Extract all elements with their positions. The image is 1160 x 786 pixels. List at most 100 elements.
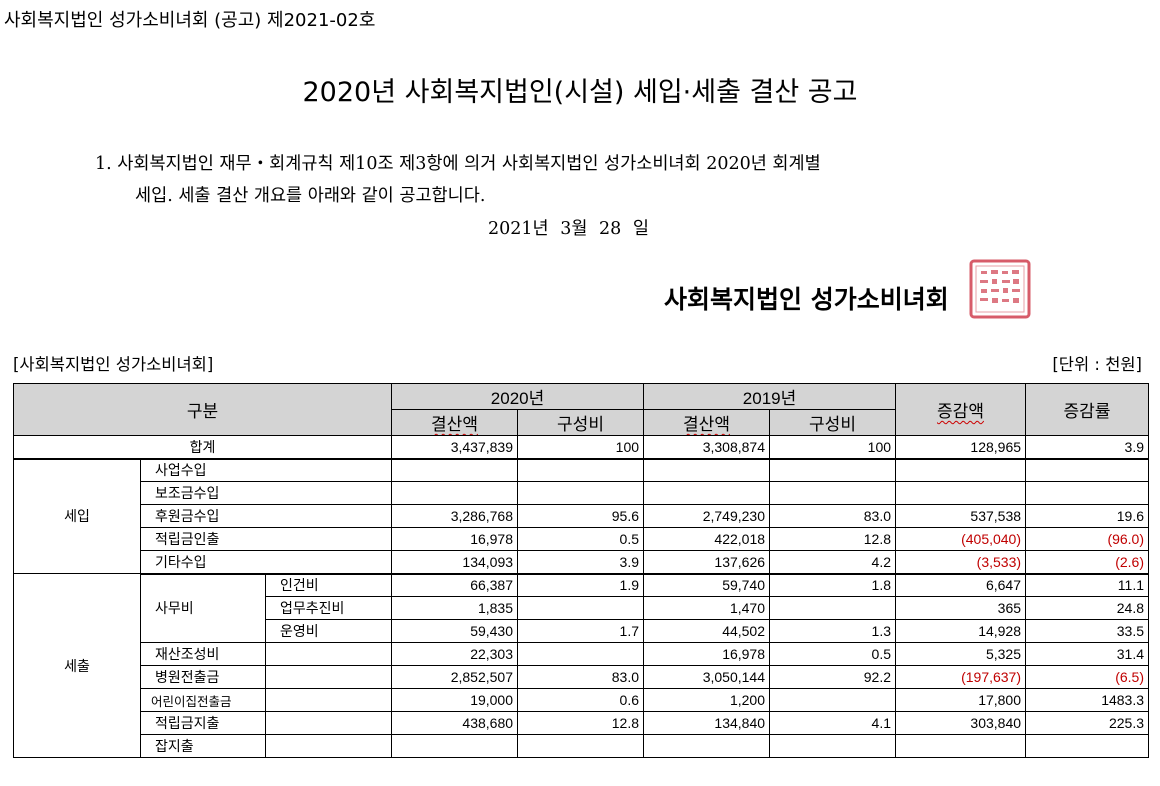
row-label: 보조금수입 bbox=[139, 481, 393, 505]
cell: 3,286,768 bbox=[391, 504, 519, 528]
cell: 422,018 bbox=[643, 527, 771, 551]
cell: 1.7 bbox=[517, 619, 645, 643]
group-revenue: 세입 bbox=[13, 458, 141, 574]
header-change-amount: 증감액 bbox=[895, 383, 1027, 436]
cell bbox=[769, 688, 897, 712]
row-label: 기타수입 bbox=[139, 550, 393, 575]
cell: 2,852,507 bbox=[391, 665, 519, 689]
cell: 0.5 bbox=[769, 642, 897, 666]
cell bbox=[769, 458, 897, 482]
cell bbox=[895, 458, 1027, 482]
cell bbox=[769, 596, 897, 620]
row-label: 적립금인출 bbox=[139, 527, 393, 551]
total-label: 합계 bbox=[12, 435, 393, 460]
notice-date: 2021년 3월 28 일 bbox=[488, 219, 649, 239]
table-row: 병원전출금 2,852,507 83.0 3,050,144 92.2 (197… bbox=[14, 665, 1150, 689]
table-row: 기타수입 134,093 3.9 137,626 4.2 (3,533) (2.… bbox=[14, 550, 1150, 575]
notice-number: 사회복지법인 성가소비녀회 (공고) 제2021-02호 bbox=[4, 10, 376, 31]
cell bbox=[1025, 458, 1150, 482]
cell: 17,800 bbox=[895, 688, 1027, 712]
cell: 3.9 bbox=[1025, 435, 1150, 460]
cell: 3,308,874 bbox=[643, 435, 771, 460]
table-row: 세입 사업수입 bbox=[13, 458, 1150, 574]
row-label: 후원금수입 bbox=[139, 504, 393, 528]
cell-negative: (3,533) bbox=[895, 550, 1027, 575]
cell: 33.5 bbox=[1025, 619, 1150, 643]
cell: 1,470 bbox=[643, 596, 771, 620]
settlement-table: 구분 2020년 2019년 증감액 증감률 결산액 구성비 결산액 구성비 합… bbox=[12, 383, 1150, 758]
cell: 59,740 bbox=[643, 573, 771, 597]
cell: 0.5 bbox=[517, 527, 645, 551]
cell: 1,200 bbox=[643, 688, 771, 712]
table-row: 보조금수입 bbox=[14, 481, 1150, 505]
row-label: 재산조성비 bbox=[140, 642, 266, 666]
cell: 1483.3 bbox=[1025, 688, 1150, 712]
cell: 365 bbox=[895, 596, 1027, 620]
cell bbox=[391, 481, 519, 505]
cell bbox=[517, 481, 645, 505]
empty-cell bbox=[264, 688, 393, 712]
organization-label: [사회복지법인 성가소비녀회] bbox=[13, 355, 214, 374]
cell bbox=[643, 458, 771, 482]
row-label: 업무추진비 bbox=[264, 596, 393, 620]
cell bbox=[391, 734, 519, 758]
row-label: 인건비 bbox=[264, 573, 393, 597]
row-label: 적립금지출 bbox=[140, 711, 266, 735]
cell: 14,928 bbox=[895, 619, 1027, 643]
table-row: 재산조성비 22,303 16,978 0.5 5,325 31.4 bbox=[14, 642, 1150, 666]
header-category: 구분 bbox=[12, 383, 393, 436]
row-label: 운영비 bbox=[264, 619, 393, 643]
cell bbox=[517, 458, 645, 482]
cell-negative: (6.5) bbox=[1025, 665, 1150, 689]
notice-paragraph-line2: 세입. 세출 결산 개요를 아래와 같이 공고합니다. bbox=[135, 186, 486, 206]
cell: 31.4 bbox=[1025, 642, 1150, 666]
cell: 225.3 bbox=[1025, 711, 1150, 735]
cell: 3,437,839 bbox=[391, 435, 519, 460]
header-row-1: 구분 2020년 2019년 증감액 증감률 bbox=[12, 383, 1150, 436]
cell: 1,835 bbox=[391, 596, 519, 620]
cell bbox=[769, 734, 897, 758]
cell: 24.8 bbox=[1025, 596, 1150, 620]
cell-negative: (197,637) bbox=[895, 665, 1027, 689]
header-year-2020: 2020년 bbox=[391, 383, 645, 410]
cell: 12.8 bbox=[517, 711, 645, 735]
cell: 44,502 bbox=[643, 619, 771, 643]
header-ratio-2019: 구성비 bbox=[769, 409, 897, 436]
empty-cell bbox=[264, 711, 393, 735]
cell: 83.0 bbox=[769, 504, 897, 528]
signature-org-name: 사회복지법인 성가소비녀회 bbox=[664, 285, 949, 314]
official-seal-icon bbox=[969, 259, 1031, 319]
table-row: 후원금수입 3,286,768 95.6 2,749,230 83.0 537,… bbox=[14, 504, 1150, 528]
cell: 12.8 bbox=[769, 527, 897, 551]
cell bbox=[895, 734, 1027, 758]
cell bbox=[895, 481, 1027, 505]
total-row: 합계 3,437,839 100 3,308,874 100 128,965 3… bbox=[12, 435, 1150, 460]
row-label: 사업수입 bbox=[139, 458, 393, 482]
cell: 95.6 bbox=[517, 504, 645, 528]
cell bbox=[391, 458, 519, 482]
unit-label: [단위 : 천원] bbox=[1052, 355, 1142, 374]
cell: 134,840 bbox=[643, 711, 771, 735]
cell: 6,647 bbox=[895, 573, 1027, 597]
cell: 22,303 bbox=[391, 642, 519, 666]
cell: 1.8 bbox=[769, 573, 897, 597]
cell: 2,749,230 bbox=[643, 504, 771, 528]
empty-cell bbox=[264, 665, 393, 689]
cell: 303,840 bbox=[895, 711, 1027, 735]
cell: 16,978 bbox=[391, 527, 519, 551]
cell: 19.6 bbox=[1025, 504, 1150, 528]
cell: 0.6 bbox=[517, 688, 645, 712]
cell: 1.3 bbox=[769, 619, 897, 643]
cell: 4.2 bbox=[769, 550, 897, 575]
table-row: 적립금인출 16,978 0.5 422,018 12.8 (405,040) … bbox=[14, 527, 1150, 551]
cell bbox=[1025, 481, 1150, 505]
cell bbox=[517, 734, 645, 758]
header-year-2019: 2019년 bbox=[643, 383, 897, 410]
row-label: 병원전출금 bbox=[140, 665, 266, 689]
header-settled-2019: 결산액 bbox=[643, 409, 771, 436]
cell: 3.9 bbox=[517, 550, 645, 575]
header-ratio-2020: 구성비 bbox=[517, 409, 645, 436]
cell bbox=[643, 481, 771, 505]
cell: 1.9 bbox=[517, 573, 645, 597]
cell-negative: (96.0) bbox=[1025, 527, 1150, 551]
